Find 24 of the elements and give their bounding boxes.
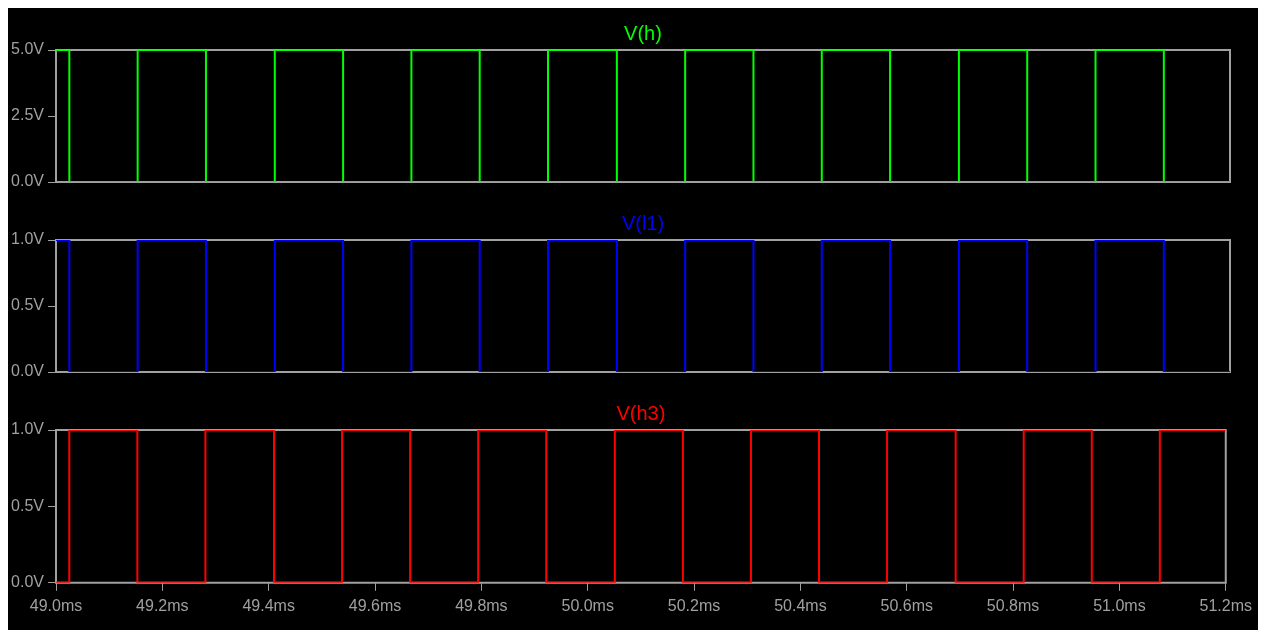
- x-tick-label: 50.6ms: [880, 596, 933, 614]
- series-label: V(h): [624, 21, 662, 44]
- x-tick-label: 51.0ms: [1093, 596, 1146, 614]
- x-tick-label: 49.0ms: [29, 596, 83, 614]
- y-tick-label: 0.5V: [11, 296, 45, 314]
- y-tick-label: 0.5V: [11, 496, 45, 514]
- series-label: V(h3): [616, 401, 666, 424]
- x-tick-label: 49.2ms: [136, 596, 189, 614]
- x-tick-label: 49.8ms: [455, 596, 508, 614]
- y-tick-label: 0.0V: [11, 573, 45, 591]
- x-tick-label: 51.2ms: [1199, 596, 1252, 614]
- y-tick-label: 1.0V: [11, 230, 45, 248]
- y-tick-label: 5.0V: [11, 40, 45, 58]
- x-tick-label: 50.2ms: [667, 596, 721, 614]
- x-tick-label: 49.4ms: [242, 596, 295, 614]
- y-tick-label: 2.5V: [11, 106, 45, 124]
- x-tick-label: 50.0ms: [561, 596, 614, 614]
- y-tick-label: 0.0V: [11, 172, 45, 190]
- x-tick-label: 50.4ms: [774, 596, 827, 614]
- series-label: V(l1): [621, 211, 665, 234]
- y-tick-label: 0.0V: [11, 362, 45, 380]
- y-tick-label: 1.0V: [11, 420, 45, 438]
- x-tick-label: 49.6ms: [348, 596, 402, 614]
- x-tick-label: 50.8ms: [986, 596, 1040, 614]
